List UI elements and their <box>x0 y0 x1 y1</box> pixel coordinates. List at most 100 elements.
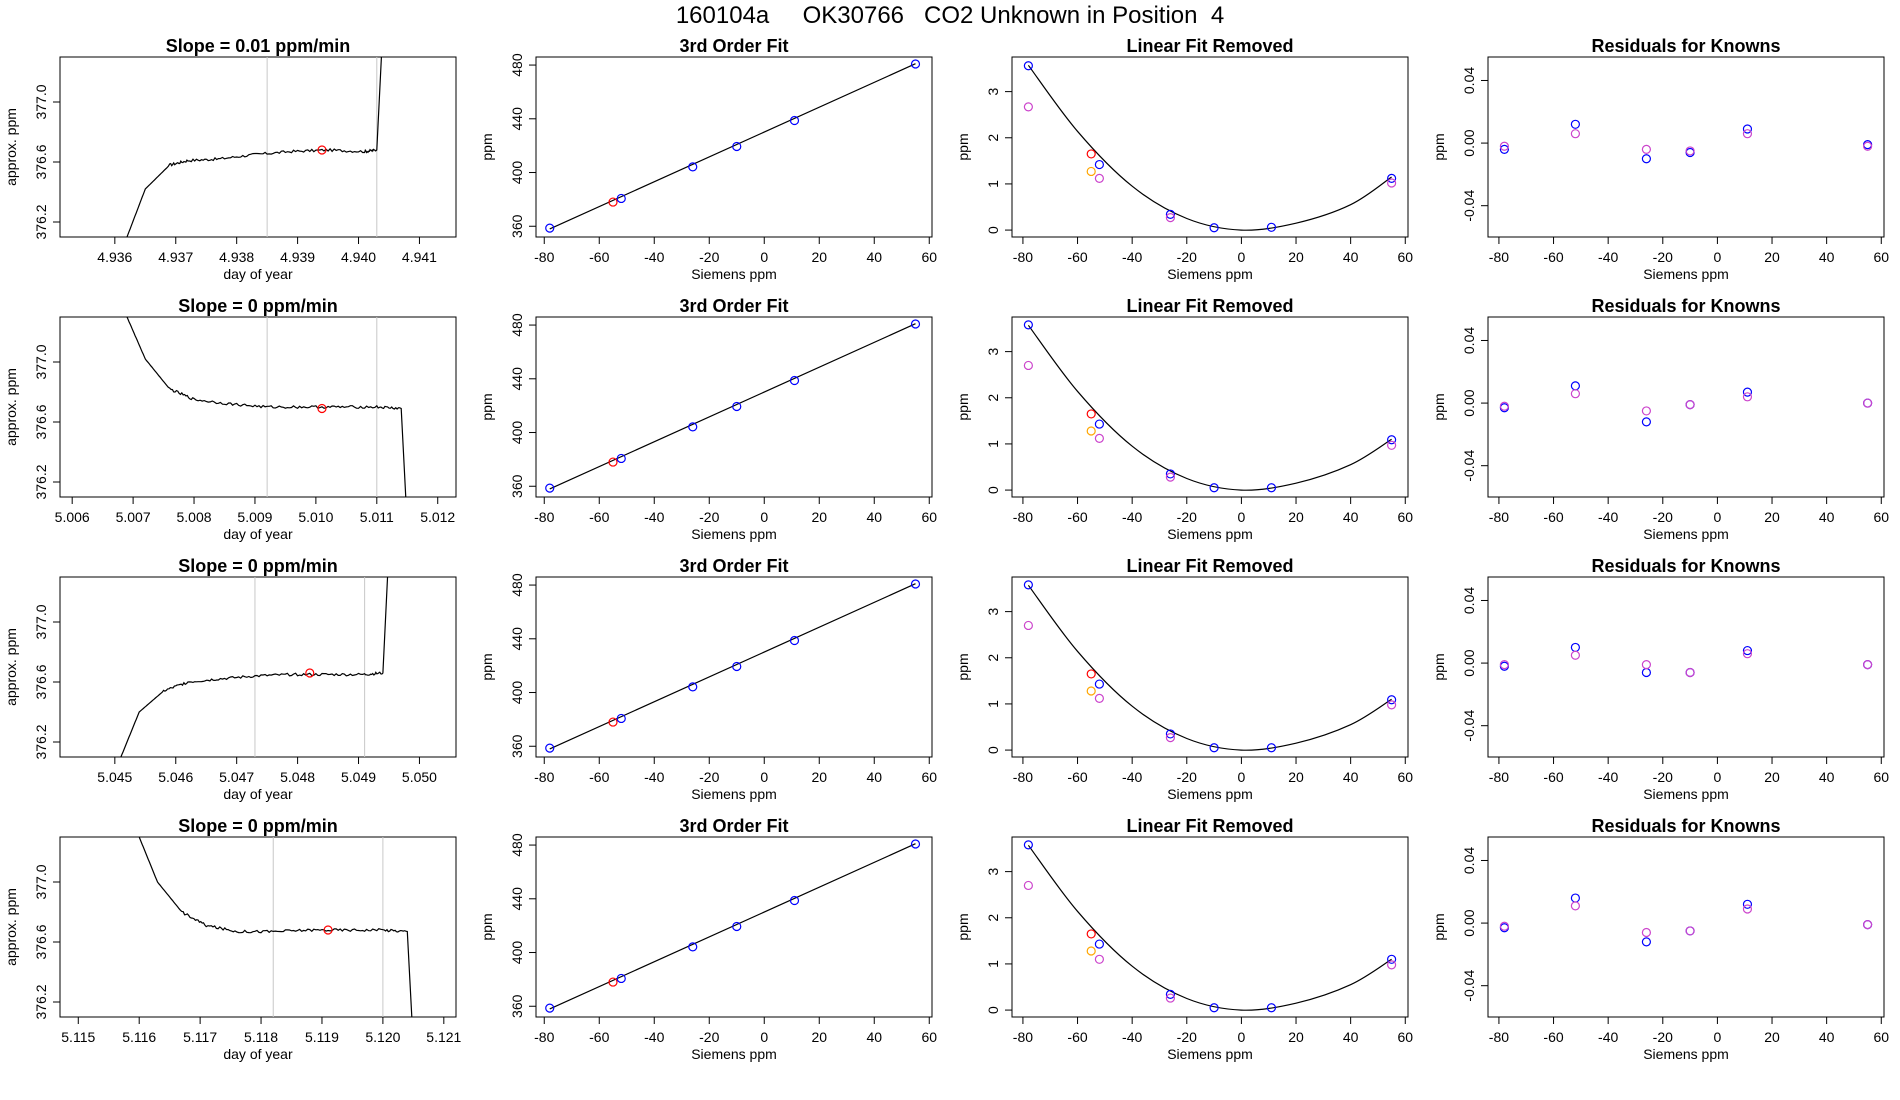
y-tick-label: -0.04 <box>1461 710 1477 742</box>
data-point <box>1094 679 1104 689</box>
x-tick-label: 20 <box>1764 1029 1780 1045</box>
data-point <box>1086 166 1096 177</box>
data-point <box>1641 660 1652 670</box>
x-tick-label: 40 <box>866 769 882 785</box>
plot-area <box>1499 642 1873 678</box>
data-point <box>1641 144 1652 154</box>
y-tick-label: 2 <box>985 134 1001 142</box>
data-point <box>1023 61 1033 71</box>
figure-title: 160104a OK30766 CO2 Unknown in Position … <box>675 2 1225 29</box>
x-axis-label: Siemens ppm <box>1643 1046 1729 1062</box>
x-tick-label: 20 <box>811 769 827 785</box>
y-axis-label: ppm <box>479 913 495 940</box>
x-tick-label: 0 <box>760 509 768 525</box>
y-tick-label: 0 <box>985 1006 1001 1014</box>
x-tick-label: 40 <box>1343 509 1359 525</box>
data-point <box>789 635 800 646</box>
plot-frame <box>1487 836 1885 1018</box>
y-tick-label: 0.00 <box>1461 909 1477 936</box>
plot-area <box>545 839 921 1013</box>
x-tick-label: 5.047 <box>219 769 254 785</box>
x-tick-label: -40 <box>1598 1029 1618 1045</box>
chart-title: Linear Fit Removed <box>1126 556 1293 576</box>
y-tick-label: 3 <box>985 88 1001 96</box>
y-tick-label: 377.0 <box>33 344 49 379</box>
data-point <box>1499 660 1509 670</box>
chart-panel-r2-c2: 3rd Order Fit -80 -60 -40 -20 0 20 40 60 360 400 44… <box>479 296 937 542</box>
x-tick-label: -40 <box>644 769 664 785</box>
data-point <box>1165 733 1176 743</box>
y-axis-label: ppm <box>479 653 495 680</box>
data-point <box>1209 743 1219 753</box>
chart-title: Linear Fit Removed <box>1126 296 1293 316</box>
y-axis-label: ppm <box>479 393 495 420</box>
data-point <box>1742 129 1753 139</box>
data-point <box>1685 400 1695 410</box>
y-tick-label: 376.2 <box>33 204 49 239</box>
data-point <box>1685 926 1695 936</box>
y-tick-label: 1 <box>985 180 1001 188</box>
x-tick-label: 20 <box>1764 769 1780 785</box>
y-axis-label: approx. ppm <box>3 368 19 446</box>
plot-area <box>126 317 407 497</box>
x-tick-label: -60 <box>1067 769 1087 785</box>
y-tick-label: 0.04 <box>1461 587 1477 614</box>
plot-area <box>1499 119 1873 164</box>
x-tick-label: 0 <box>1714 769 1722 785</box>
data-point <box>1499 141 1509 151</box>
y-tick-label: 1 <box>985 960 1001 968</box>
y-axis-label: approx. ppm <box>3 108 19 186</box>
data-point <box>1086 669 1096 679</box>
data-point <box>732 141 742 152</box>
chart-panel-r4-c1: Slope = 0 ppm/min 5.115 5.116 5.117 5.118 5.1… <box>3 816 462 1062</box>
x-tick-label: -80 <box>1489 249 1509 265</box>
x-tick-label: -80 <box>534 769 554 785</box>
plot-frame <box>1011 316 1409 498</box>
x-tick-label: 5.119 <box>305 1029 339 1045</box>
x-tick-label: -40 <box>644 1029 664 1045</box>
x-tick-label: 0 <box>1714 509 1722 525</box>
data-point <box>1685 667 1695 678</box>
data-point <box>1165 209 1176 219</box>
chart-panel-r3-c3: Linear Fit Removed -80 -60 -40 -20 0 20 40 60 0 1 2… <box>955 556 1413 802</box>
y-tick-label: 2 <box>985 914 1001 922</box>
y-tick-label: 376.6 <box>33 144 49 179</box>
x-tick-label: 60 <box>1397 509 1413 525</box>
x-axis-label: Siemens ppm <box>691 786 777 802</box>
x-axis-label: Siemens ppm <box>1167 786 1253 802</box>
plot-frame <box>1011 836 1409 1018</box>
sample-point <box>323 925 333 935</box>
data-point <box>1387 700 1397 710</box>
x-tick-label: 4.941 <box>402 249 437 265</box>
data-point <box>1086 426 1096 436</box>
data-point <box>1570 901 1580 911</box>
x-axis-label: Siemens ppm <box>1643 266 1729 282</box>
chart-title: Slope = 0.01 ppm/min <box>166 36 351 56</box>
x-tick-label: -60 <box>1543 249 1563 265</box>
x-tick-label: -60 <box>1543 769 1563 785</box>
x-tick-label: -40 <box>1122 249 1142 265</box>
data-point <box>1570 119 1580 129</box>
x-tick-label: 20 <box>1764 509 1780 525</box>
data-point <box>1685 146 1695 156</box>
data-point <box>1641 406 1652 416</box>
x-tick-label: 5.120 <box>365 1029 400 1045</box>
data-point <box>1742 387 1753 397</box>
plot-frame <box>59 836 457 1018</box>
y-tick-label: 0.04 <box>1461 327 1477 354</box>
x-axis-label: day of year <box>223 1046 293 1062</box>
y-axis-label: ppm <box>1431 913 1447 940</box>
data-point <box>1165 989 1176 999</box>
x-tick-label: 40 <box>1819 509 1835 525</box>
x-axis-label: day of year <box>223 266 293 282</box>
x-tick-label: -60 <box>1067 1029 1087 1045</box>
x-tick-label: -60 <box>589 249 609 265</box>
quadratic-curve <box>1027 64 1392 231</box>
x-tick-label: 20 <box>1288 769 1304 785</box>
data-point <box>1499 401 1509 411</box>
x-axis-label: day of year <box>223 526 293 542</box>
x-tick-label: -80 <box>1489 1029 1509 1045</box>
chart-title: Residuals for Knowns <box>1591 816 1780 836</box>
x-tick-label: -80 <box>534 1029 554 1045</box>
